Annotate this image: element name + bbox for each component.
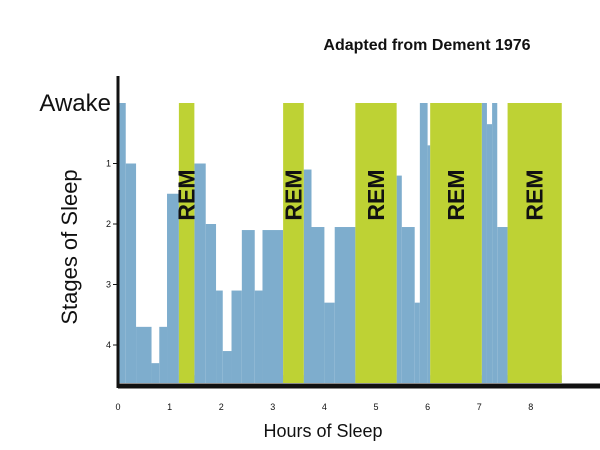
x-tick-label: 4 (322, 402, 327, 412)
rem-label-4: REM (443, 169, 469, 220)
sleep-stage-segment (167, 193, 179, 383)
y-tick-label-awake: Awake (39, 90, 111, 117)
y-tick-label: 3 (106, 280, 111, 290)
sleep-stage-segment (262, 230, 284, 383)
sleep-stage-segment (497, 227, 508, 383)
sleep-stage-segment (205, 224, 217, 383)
x-tick-label: 5 (373, 402, 378, 412)
sleep-stage-segment (216, 290, 223, 383)
rem-band-4 (430, 103, 482, 383)
x-axis-label: Hours of Sleep (263, 421, 382, 441)
x-tick-label: 3 (270, 402, 275, 412)
sleep-stage-segment (324, 302, 335, 383)
rem-band-1 (178, 103, 195, 383)
sleep-stage-segment (401, 227, 415, 383)
y-tick-label: 4 (106, 340, 111, 350)
sleep-stage-segment (136, 326, 152, 383)
sleep-stage-segment (419, 103, 428, 383)
chart-title: Adapted from Dement 1976 (323, 37, 530, 54)
sleep-stage-segment (222, 351, 232, 383)
sleep-stage-segment (303, 169, 312, 383)
y-tick-label: 2 (106, 219, 111, 229)
chart-rem-layer: REM REM REM REM REM (174, 103, 562, 383)
sleep-stage-segment (159, 326, 168, 383)
x-tick-label: 2 (219, 402, 224, 412)
rem-label-2: REM (280, 169, 306, 220)
sleep-stage-segment (486, 124, 493, 383)
sleep-stage-segment (481, 103, 487, 383)
x-tick-label: 1 (167, 402, 172, 412)
x-tick-label: 8 (528, 402, 533, 412)
rem-band-5 (507, 103, 562, 383)
y-axis-label: Stages of Sleep (57, 169, 82, 324)
sleep-stage-segment (231, 290, 242, 383)
sleep-stage-segment (151, 363, 160, 383)
x-tick-label: 6 (425, 402, 430, 412)
rem-band-3 (355, 103, 397, 383)
sleep-stage-segment (125, 163, 137, 383)
sleep-stage-segment (396, 175, 402, 383)
rem-label-3: REM (363, 169, 389, 220)
chart-axes-layer: 0 1 2 3 4 5 6 7 8 Awake 1 2 3 4 (39, 76, 600, 412)
x-tick-label: 7 (477, 402, 482, 412)
sleep-stage-segment (241, 230, 255, 383)
sleep-stage-segment (194, 163, 206, 383)
sleep-stage-segment (311, 227, 325, 383)
rem-label-1: REM (174, 169, 200, 220)
sleep-stage-segment (414, 302, 420, 383)
rem-label-5: REM (522, 169, 548, 220)
rem-band-2 (283, 103, 304, 383)
sleep-stage-segment (427, 145, 431, 383)
sleep-stage-segment (334, 227, 356, 383)
sleep-stage-segment (492, 103, 498, 383)
sleep-stage-segment (254, 290, 263, 383)
x-tick-label: 0 (115, 402, 120, 412)
y-tick-label: 1 (106, 159, 111, 169)
sleep-stage-segment (118, 103, 126, 383)
